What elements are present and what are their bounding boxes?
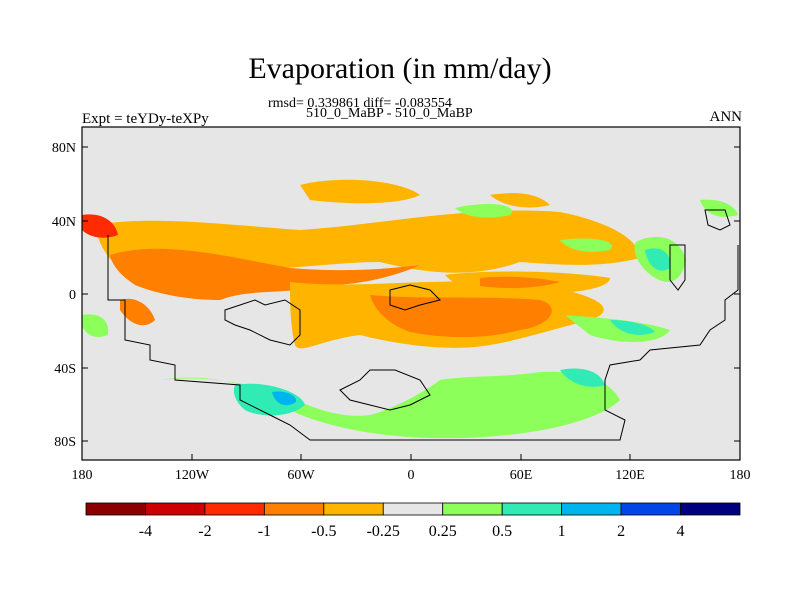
lon-axis: 180 120W 60W 0 60E 120E 180 [72, 454, 751, 483]
lat-tick-label: 80S [54, 435, 76, 450]
colorbar-swatch [323, 502, 384, 516]
colorbar-label: 0.5 [492, 523, 512, 540]
lat-tick-label: 80N [52, 141, 76, 156]
lon-tick-label: 60E [510, 468, 533, 483]
colorbar-label: -4 [139, 523, 152, 540]
lon-tick-label: 180 [72, 468, 93, 483]
lon-tick-label: 60W [287, 468, 315, 483]
colorbar-swatch [501, 502, 563, 516]
colorbar-label: 1 [558, 523, 566, 540]
colorbar-label: -0.5 [311, 523, 336, 540]
colorbar-swatch [145, 502, 206, 516]
lat-tick-label: 40S [54, 362, 76, 377]
colorbar-label: -1 [258, 523, 271, 540]
season-label: ANN [709, 109, 743, 125]
colorbar-swatch [204, 502, 265, 516]
colorbar-label: -0.25 [367, 523, 400, 540]
lat-axis: 80N 40N 0 40S 80S [52, 141, 740, 450]
colorbar-swatch [442, 502, 503, 516]
colorbar-swatch [680, 502, 741, 516]
coastlines [107, 209, 739, 441]
plot-title: Evaporation (in mm/day) [248, 52, 552, 85]
case-label: 510_0_MaBP - 510_0_MaBP [306, 106, 473, 121]
colorbar-label: 2 [617, 523, 625, 540]
lat-tick-label: 0 [69, 288, 76, 303]
lat-tick-label: 40N [52, 215, 76, 230]
colorbar: -4 -2 -1 -0.5 -0.25 0.25 0.5 1 2 4 [85, 502, 741, 540]
contour-shading [82, 179, 738, 439]
experiment-label: Expt = teYDy-teXPy [82, 111, 209, 127]
colorbar-label: 0.25 [429, 523, 457, 540]
lon-tick-label: 120E [615, 468, 645, 483]
colorbar-label: 4 [677, 523, 685, 540]
stats-line: rmsd= 0.339861 diff= -0.083554 [268, 96, 452, 111]
lon-tick-label: 180 [730, 468, 751, 483]
lon-tick-label: 0 [408, 468, 415, 483]
lon-tick-label: 120W [175, 468, 210, 483]
colorbar-swatch [620, 502, 681, 516]
colorbar-swatch [263, 502, 325, 516]
colorbar-swatch [561, 502, 622, 516]
colorbar-swatch [382, 502, 444, 516]
colorbar-swatch [85, 502, 146, 516]
colorbar-label: -2 [198, 523, 211, 540]
